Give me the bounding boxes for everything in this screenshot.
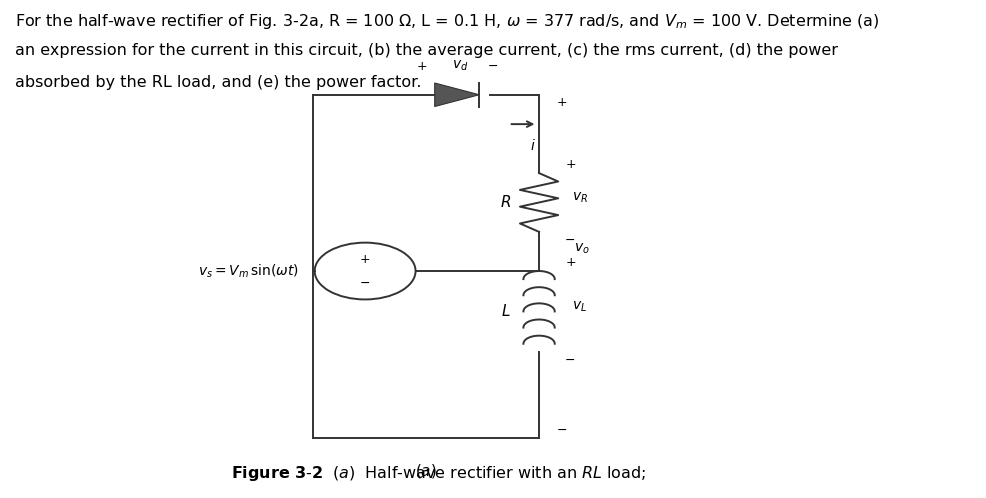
Text: $v_s = V_m\,\sin(\omega t)$: $v_s = V_m\,\sin(\omega t)$ [198, 262, 299, 280]
Text: $v_o$: $v_o$ [573, 242, 589, 256]
Text: −: − [565, 354, 575, 367]
Text: an expression for the current in this circuit, (b) the average current, (c) the : an expression for the current in this ci… [15, 43, 837, 58]
Text: −: − [360, 276, 370, 289]
Text: −: − [565, 234, 575, 247]
Text: $\mathbf{Figure\ 3\text{-}2}$  $(a)$  Half-wave rectifier with an $RL$ load;: $\mathbf{Figure\ 3\text{-}2}$ $(a)$ Half… [231, 464, 646, 483]
Text: +: + [556, 96, 567, 109]
Text: For the half-wave rectifier of Fig. 3-2a, R = 100 $\Omega$, L = 0.1 H, $\omega$ : For the half-wave rectifier of Fig. 3-2a… [15, 11, 879, 30]
Text: $v_R$: $v_R$ [572, 190, 588, 205]
Text: +: + [416, 60, 427, 73]
Polygon shape [434, 83, 479, 107]
Text: −: − [556, 424, 566, 437]
Text: absorbed by the RL load, and (e) the power factor.: absorbed by the RL load, and (e) the pow… [15, 75, 421, 90]
Text: $v_L$: $v_L$ [572, 299, 587, 314]
Text: $v_d$: $v_d$ [451, 59, 467, 73]
Text: +: + [565, 255, 575, 269]
Text: +: + [565, 158, 575, 171]
Text: $(a)$: $(a)$ [415, 462, 437, 480]
Text: −: − [487, 60, 498, 73]
Text: +: + [360, 252, 370, 265]
Text: R: R [500, 195, 511, 210]
Text: L: L [501, 304, 510, 319]
Text: $i$: $i$ [529, 138, 534, 153]
